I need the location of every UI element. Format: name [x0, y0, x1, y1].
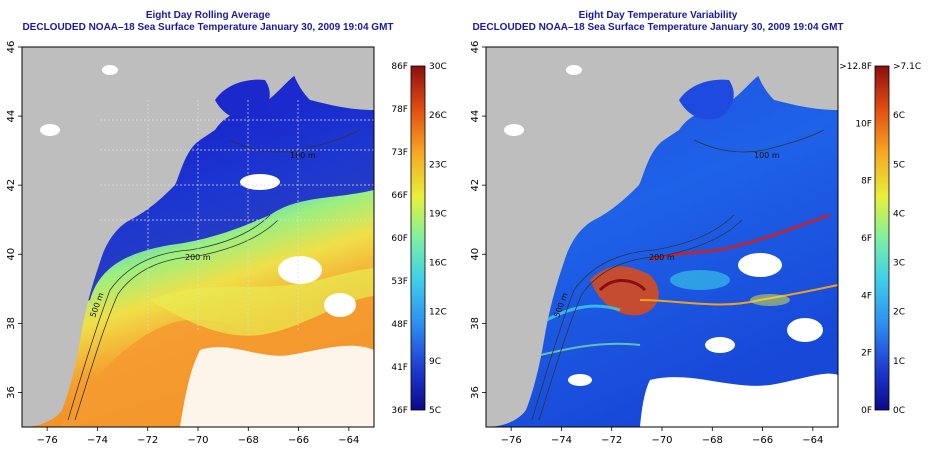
right-colorbar-c-label: 2C [893, 308, 905, 318]
left-colorbar-c-label: 16C [429, 259, 447, 269]
right-colorbar-ramp [874, 65, 890, 411]
right-cloud-mask [504, 65, 838, 427]
left-colorbar-c-label: 5C [429, 406, 441, 416]
left-colorbar-f-label: 36F [391, 406, 408, 416]
right-colorbar-f-label: 0F [861, 406, 872, 416]
right-xtick-label: −66 [752, 435, 773, 446]
right-contour-label-100: 100 m [754, 151, 780, 160]
left-colorbar-c-label: 23C [429, 160, 447, 170]
right-colorbar-c-label: 1C [893, 357, 905, 367]
right-xtick-label: −76 [501, 435, 522, 446]
left-colorbar-c-label: 26C [429, 111, 447, 121]
left-colorbar: 86F 78F 73F 66F 60F 53F 48F 41F 36F 30C 26C 23C 19C 1… [391, 62, 446, 416]
left-colorbar-f-label: 66F [391, 191, 408, 201]
right-colorbar-f-label: 6F [861, 234, 872, 244]
right-xtick-label: −72 [601, 435, 622, 446]
left-colorbar-c-label: 12C [429, 308, 447, 318]
left-colorbar-c-label: 9C [429, 357, 441, 367]
right-contours [531, 129, 825, 421]
right-ytick-label: 36 [470, 386, 481, 399]
right-colorbar-f-label: >12.8F [839, 62, 872, 72]
left-xtick-label: −66 [288, 435, 309, 446]
right-colorbar-c-label: >7.1C [893, 62, 921, 72]
left-colorbar-f-label: 53F [391, 277, 408, 287]
right-ytick-label: 46 [470, 41, 481, 54]
left-xtick-label: −68 [238, 435, 259, 446]
left-colorbar-f-label: 78F [391, 105, 408, 115]
left-cloud-mask [40, 65, 374, 427]
left-gulf-of-maine [215, 79, 270, 120]
right-ytick-label: 42 [470, 179, 481, 192]
left-colorbar-f-label: 48F [391, 320, 408, 330]
right-contour-label-200: 200 m [649, 253, 675, 262]
right-xtick-label: −70 [651, 435, 672, 446]
left-colorbar-f-label: 86F [391, 62, 408, 72]
right-landmass [486, 47, 838, 427]
left-colorbar-f-label: 60F [391, 234, 408, 244]
right-variability-features [519, 213, 838, 361]
left-xtick-label: −72 [137, 435, 158, 446]
left-xtick-label: −76 [37, 435, 58, 446]
left-nova-scotia [290, 60, 374, 110]
left-axes: −76 −74 −72 −70 −68 −66 −64 46 44 42 40 38 36 [6, 41, 359, 446]
left-colorbar-c-label: 19C [429, 209, 447, 219]
right-title-line2: DECLOUDED NOAA–18 Sea Surface Temperatur… [472, 22, 844, 33]
right-colorbar-f-label: 2F [861, 349, 872, 359]
left-colorbar-ramp [410, 65, 426, 411]
right-ytick-label: 38 [470, 317, 481, 330]
left-ytick-label: 42 [6, 179, 17, 192]
right-colorbar-f-label: 4F [861, 291, 872, 301]
right-colorbar-c-label: 5C [893, 160, 905, 170]
right-axes: −76 −74 −72 −70 −68 −66 −64 46 44 42 40 38 36 [470, 41, 823, 446]
right-panel-title: Eight Day Temperature Variability DECLOU… [468, 10, 848, 34]
left-title-line1: Eight Day Rolling Average [145, 10, 271, 21]
left-colorbar-c-label: 30C [429, 62, 447, 72]
left-contours [67, 129, 361, 421]
left-ytick-label: 36 [6, 386, 17, 399]
right-xtick-label: −64 [802, 435, 823, 446]
left-title-line2: DECLOUDED NOAA–18 Sea Surface Temperatur… [22, 22, 394, 33]
left-map-panel: 200 m 100 m 500 m [22, 47, 374, 427]
left-contour-label-100: 100 m [290, 151, 316, 160]
left-ytick-label: 44 [6, 110, 17, 123]
right-colorbar-c-label: 3C [893, 259, 905, 269]
right-nova-scotia [754, 60, 838, 110]
left-ytick-label: 38 [6, 317, 17, 330]
right-colorbar-c-label: 4C [893, 209, 905, 219]
left-xtick-label: −74 [87, 435, 108, 446]
left-xtick-label: −64 [338, 435, 359, 446]
right-colorbar-c-label: 0C [893, 406, 905, 416]
left-ytick-label: 40 [6, 248, 17, 261]
right-ytick-label: 44 [470, 110, 481, 123]
right-map-panel: 200 m 100 m 500 m [486, 47, 838, 427]
left-xtick-label: −70 [187, 435, 208, 446]
right-xtick-label: −74 [551, 435, 572, 446]
left-landmass [22, 47, 374, 427]
left-colorbar-f-label: 73F [391, 148, 408, 158]
right-colorbar: >12.8F 10F 8F 6F 4F 2F 0F >7.1C 6C 5C 4C 3C 2C 1C 0C [839, 62, 921, 416]
right-ytick-label: 40 [470, 248, 481, 261]
left-panel-title: Eight Day Rolling Average DECLOUDED NOAA… [18, 10, 398, 34]
left-colorbar-f-label: 41F [391, 363, 408, 373]
left-ytick-label: 46 [6, 41, 17, 54]
right-gulf-of-maine [679, 79, 734, 120]
right-xtick-label: −68 [702, 435, 723, 446]
right-title-line1: Eight Day Temperature Variability [578, 10, 738, 21]
right-colorbar-f-label: 8F [861, 177, 872, 187]
left-gridlines [100, 100, 374, 330]
right-colorbar-c-label: 6C [893, 111, 905, 121]
left-slope-water [150, 268, 374, 336]
right-colorbar-f-label: 10F [855, 119, 872, 129]
